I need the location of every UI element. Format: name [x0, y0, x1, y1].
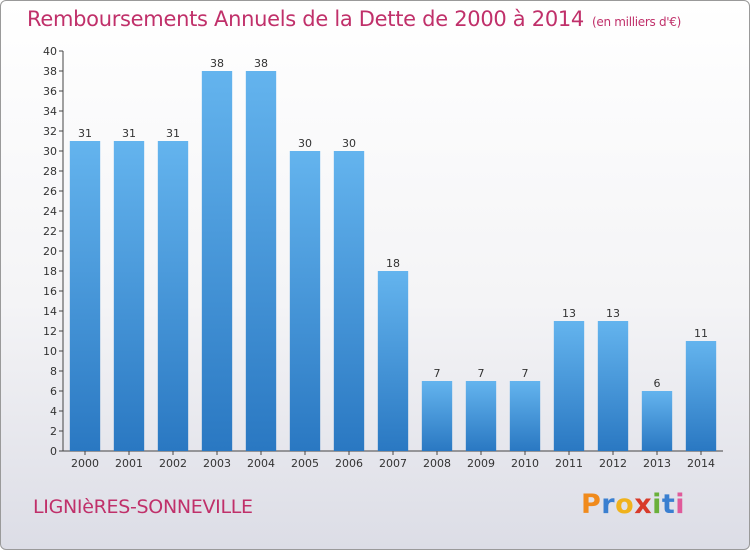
bar-2006 — [333, 151, 365, 451]
x-tick-label-2004: 2004 — [247, 457, 275, 470]
y-tick-label: 2 — [50, 425, 57, 438]
logo-letter: t — [661, 489, 676, 520]
bar-2009 — [465, 381, 497, 451]
y-tick-label: 22 — [43, 225, 57, 238]
y-tick-label: 28 — [43, 165, 57, 178]
x-tick-label-2006: 2006 — [335, 457, 363, 470]
y-tick-label: 18 — [43, 265, 57, 278]
x-tick-label-2000: 2000 — [71, 457, 99, 470]
data-label-2011: 13 — [562, 307, 576, 320]
data-label-2000: 31 — [78, 127, 92, 140]
y-tick-label: 0 — [50, 445, 57, 458]
x-tick-label-2003: 2003 — [203, 457, 231, 470]
y-tick-label: 6 — [50, 385, 57, 398]
data-label-2001: 31 — [122, 127, 136, 140]
x-tick-label-2014: 2014 — [687, 457, 715, 470]
bar-labels: 31 31 31 38 38 30 30 18 7 7 7 13 13 6 11 — [78, 57, 708, 390]
logo-letter: i — [675, 489, 686, 520]
logo-letter: r — [601, 489, 616, 520]
bar-2002 — [157, 141, 189, 451]
data-label-2004: 38 — [254, 57, 268, 70]
bar-2000 — [69, 141, 101, 451]
y-tick-label: 4 — [50, 405, 57, 418]
bars — [69, 71, 717, 451]
y-tick-label: 30 — [43, 145, 57, 158]
logo-letter: o — [615, 489, 635, 520]
x-tick-label-2012: 2012 — [599, 457, 627, 470]
y-tick-label: 36 — [43, 85, 57, 98]
bar-2004 — [245, 71, 277, 451]
bar-2011 — [553, 321, 585, 451]
y-tick-label: 16 — [43, 285, 57, 298]
data-label-2010: 7 — [522, 367, 529, 380]
bar-2014 — [685, 341, 717, 451]
bar-2007 — [377, 271, 409, 451]
y-tick-label: 12 — [43, 325, 57, 338]
x-tick-label-2010: 2010 — [511, 457, 539, 470]
x-tick-label-2013: 2013 — [643, 457, 671, 470]
chart-title-text: Remboursements Annuels de la Dette de 20… — [27, 7, 584, 31]
data-label-2003: 38 — [210, 57, 224, 70]
y-tick-label: 26 — [43, 185, 57, 198]
y-tick-label: 8 — [50, 365, 57, 378]
bar-2013 — [641, 391, 673, 451]
x-tick-label-2005: 2005 — [291, 457, 319, 470]
x-tick-label-2009: 2009 — [467, 457, 495, 470]
logo-letter: i — [652, 489, 662, 520]
bar-2003 — [201, 71, 233, 451]
data-label-2013: 6 — [654, 377, 661, 390]
chart-unit: (en milliers d'€) — [592, 15, 682, 29]
y-tick-label: 34 — [43, 105, 57, 118]
x-axis: 2000 2001 2002 2003 2004 2005 2006 2007 2008 2009… — [63, 450, 723, 470]
bar-2001 — [113, 141, 145, 451]
proxiti-logo: Proxiti — [581, 489, 685, 520]
data-label-2002: 31 — [166, 127, 180, 140]
y-tick-label: 40 — [43, 45, 57, 58]
x-tick-label-2008: 2008 — [423, 457, 451, 470]
bar-2012 — [597, 321, 629, 451]
x-tick-label-2001: 2001 — [115, 457, 143, 470]
data-label-2012: 13 — [606, 307, 620, 320]
y-tick-label: 14 — [43, 305, 57, 318]
bar-2005 — [289, 151, 321, 451]
logo-letter: x — [634, 489, 653, 520]
chart-title: Remboursements Annuels de la Dette de 20… — [27, 7, 681, 31]
x-tick-label-2011: 2011 — [555, 457, 583, 470]
data-label-2007: 18 — [386, 257, 400, 270]
bar-2008 — [421, 381, 453, 451]
x-tick-label-2007: 2007 — [379, 457, 407, 470]
bar-2010 — [509, 381, 541, 451]
y-tick-label: 24 — [43, 205, 57, 218]
data-label-2005: 30 — [298, 137, 312, 150]
data-label-2006: 30 — [342, 137, 356, 150]
data-label-2008: 7 — [434, 367, 441, 380]
data-label-2009: 7 — [478, 367, 485, 380]
data-label-2014: 11 — [694, 327, 708, 340]
y-tick-label: 32 — [43, 125, 57, 138]
city-name: LIGNIèRES-SONNEVILLE — [33, 496, 253, 518]
y-tick-label: 20 — [43, 245, 57, 258]
y-tick-label: 10 — [43, 345, 57, 358]
x-tick-label-2002: 2002 — [159, 457, 187, 470]
logo-letter: P — [581, 489, 602, 520]
y-tick-label: 38 — [43, 65, 57, 78]
